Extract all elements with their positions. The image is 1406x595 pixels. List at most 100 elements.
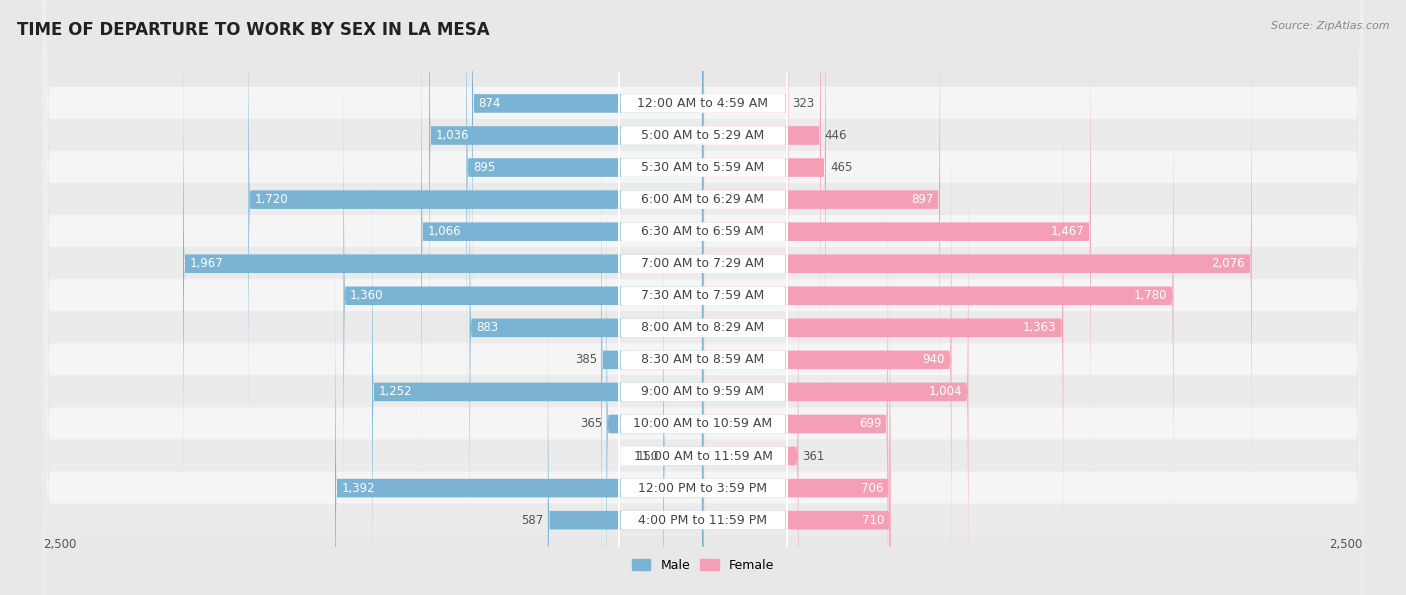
FancyBboxPatch shape xyxy=(42,0,1364,595)
Text: 7:30 AM to 7:59 AM: 7:30 AM to 7:59 AM xyxy=(641,289,765,302)
FancyBboxPatch shape xyxy=(42,0,1364,595)
Text: 587: 587 xyxy=(522,513,544,527)
Text: 12:00 PM to 3:59 PM: 12:00 PM to 3:59 PM xyxy=(638,481,768,494)
Text: 323: 323 xyxy=(793,97,814,110)
FancyBboxPatch shape xyxy=(472,0,703,350)
Text: 2,500: 2,500 xyxy=(44,538,77,551)
FancyBboxPatch shape xyxy=(42,0,1364,595)
Text: 1,252: 1,252 xyxy=(378,386,412,399)
FancyBboxPatch shape xyxy=(42,0,1364,595)
Text: 385: 385 xyxy=(575,353,598,367)
FancyBboxPatch shape xyxy=(619,0,787,415)
Text: 361: 361 xyxy=(803,450,825,462)
FancyBboxPatch shape xyxy=(703,0,789,350)
FancyBboxPatch shape xyxy=(703,241,890,595)
FancyBboxPatch shape xyxy=(429,0,703,383)
FancyBboxPatch shape xyxy=(619,112,787,595)
Text: 365: 365 xyxy=(581,418,603,431)
FancyBboxPatch shape xyxy=(373,145,703,595)
FancyBboxPatch shape xyxy=(42,0,1364,595)
FancyBboxPatch shape xyxy=(42,0,1364,595)
Text: TIME OF DEPARTURE TO WORK BY SEX IN LA MESA: TIME OF DEPARTURE TO WORK BY SEX IN LA M… xyxy=(17,21,489,39)
Text: 883: 883 xyxy=(477,321,498,334)
FancyBboxPatch shape xyxy=(335,241,703,595)
Text: 9:00 AM to 9:59 AM: 9:00 AM to 9:59 AM xyxy=(641,386,765,399)
Text: 1,066: 1,066 xyxy=(427,225,461,238)
Legend: Male, Female: Male, Female xyxy=(627,554,779,577)
Text: 2,076: 2,076 xyxy=(1212,257,1246,270)
Text: 1,467: 1,467 xyxy=(1050,225,1084,238)
Text: 8:30 AM to 8:59 AM: 8:30 AM to 8:59 AM xyxy=(641,353,765,367)
Text: 897: 897 xyxy=(911,193,934,206)
Text: 1,780: 1,780 xyxy=(1133,289,1167,302)
FancyBboxPatch shape xyxy=(42,0,1364,595)
Text: 465: 465 xyxy=(830,161,852,174)
FancyBboxPatch shape xyxy=(619,177,787,595)
FancyBboxPatch shape xyxy=(42,0,1364,595)
FancyBboxPatch shape xyxy=(619,209,787,595)
Text: 5:00 AM to 5:29 AM: 5:00 AM to 5:29 AM xyxy=(641,129,765,142)
Text: 4:00 PM to 11:59 PM: 4:00 PM to 11:59 PM xyxy=(638,513,768,527)
Text: 12:00 AM to 4:59 AM: 12:00 AM to 4:59 AM xyxy=(637,97,769,110)
Text: 710: 710 xyxy=(862,513,884,527)
FancyBboxPatch shape xyxy=(703,209,799,595)
FancyBboxPatch shape xyxy=(42,0,1364,595)
FancyBboxPatch shape xyxy=(422,0,703,479)
Text: Source: ZipAtlas.com: Source: ZipAtlas.com xyxy=(1271,21,1389,31)
FancyBboxPatch shape xyxy=(703,112,952,595)
FancyBboxPatch shape xyxy=(470,81,703,575)
FancyBboxPatch shape xyxy=(703,273,890,595)
FancyBboxPatch shape xyxy=(619,0,787,575)
Text: 1,363: 1,363 xyxy=(1024,321,1057,334)
Text: 1,360: 1,360 xyxy=(350,289,384,302)
FancyBboxPatch shape xyxy=(619,0,787,543)
Text: 8:00 AM to 8:29 AM: 8:00 AM to 8:29 AM xyxy=(641,321,765,334)
Text: 1,004: 1,004 xyxy=(928,386,962,399)
Text: 1,720: 1,720 xyxy=(254,193,288,206)
FancyBboxPatch shape xyxy=(42,0,1364,595)
Text: 5:30 AM to 5:59 AM: 5:30 AM to 5:59 AM xyxy=(641,161,765,174)
Text: 6:30 AM to 6:59 AM: 6:30 AM to 6:59 AM xyxy=(641,225,765,238)
FancyBboxPatch shape xyxy=(42,0,1364,595)
Text: 699: 699 xyxy=(859,418,882,431)
Text: 2,500: 2,500 xyxy=(1329,538,1362,551)
Text: 446: 446 xyxy=(825,129,848,142)
Text: 1,967: 1,967 xyxy=(190,257,224,270)
FancyBboxPatch shape xyxy=(619,0,787,511)
FancyBboxPatch shape xyxy=(619,49,787,595)
FancyBboxPatch shape xyxy=(703,0,1091,479)
Text: 6:00 AM to 6:29 AM: 6:00 AM to 6:29 AM xyxy=(641,193,765,206)
FancyBboxPatch shape xyxy=(703,81,1063,575)
FancyBboxPatch shape xyxy=(703,0,821,383)
FancyBboxPatch shape xyxy=(606,177,703,595)
Text: 940: 940 xyxy=(922,353,945,367)
FancyBboxPatch shape xyxy=(619,81,787,595)
FancyBboxPatch shape xyxy=(619,17,787,595)
FancyBboxPatch shape xyxy=(467,0,703,415)
Text: 11:00 AM to 11:59 AM: 11:00 AM to 11:59 AM xyxy=(634,450,772,462)
Text: 150: 150 xyxy=(637,450,659,462)
Text: 874: 874 xyxy=(478,97,501,110)
FancyBboxPatch shape xyxy=(703,0,941,447)
Text: 1,036: 1,036 xyxy=(436,129,470,142)
Text: 1,392: 1,392 xyxy=(342,481,375,494)
FancyBboxPatch shape xyxy=(183,17,703,511)
FancyBboxPatch shape xyxy=(619,0,787,447)
FancyBboxPatch shape xyxy=(703,177,887,595)
Text: 10:00 AM to 10:59 AM: 10:00 AM to 10:59 AM xyxy=(634,418,772,431)
FancyBboxPatch shape xyxy=(664,209,703,595)
FancyBboxPatch shape xyxy=(42,0,1364,595)
Text: 895: 895 xyxy=(472,161,495,174)
FancyBboxPatch shape xyxy=(703,17,1251,511)
FancyBboxPatch shape xyxy=(249,0,703,447)
FancyBboxPatch shape xyxy=(619,0,787,479)
FancyBboxPatch shape xyxy=(42,0,1364,595)
FancyBboxPatch shape xyxy=(602,112,703,595)
Text: 706: 706 xyxy=(860,481,883,494)
FancyBboxPatch shape xyxy=(548,273,703,595)
Text: 7:00 AM to 7:29 AM: 7:00 AM to 7:29 AM xyxy=(641,257,765,270)
FancyBboxPatch shape xyxy=(42,0,1364,595)
FancyBboxPatch shape xyxy=(343,49,703,543)
FancyBboxPatch shape xyxy=(703,49,1174,543)
FancyBboxPatch shape xyxy=(619,0,787,595)
